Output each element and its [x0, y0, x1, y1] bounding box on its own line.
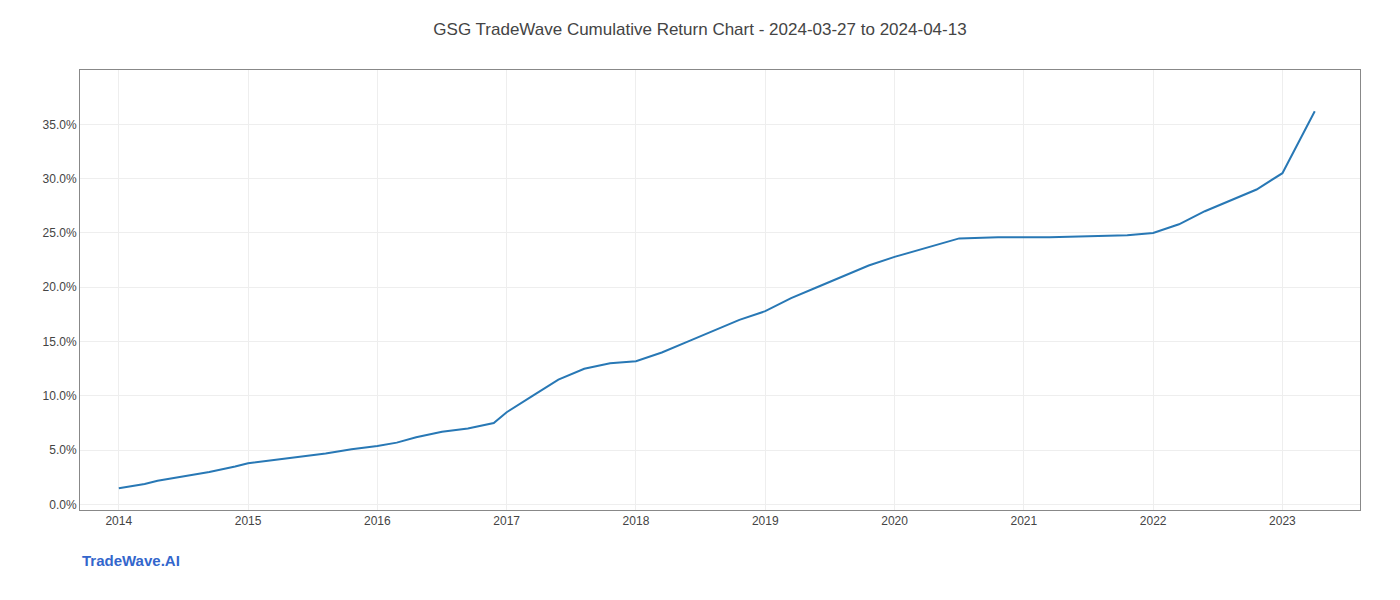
svg-text:5.0%: 5.0%	[49, 443, 77, 457]
svg-text:2017: 2017	[493, 514, 520, 528]
svg-text:2020: 2020	[881, 514, 908, 528]
svg-text:GSG TradeWave Cumulative Retur: GSG TradeWave Cumulative Return Chart - …	[433, 20, 966, 39]
svg-text:35.0%: 35.0%	[43, 118, 77, 132]
svg-text:2019: 2019	[752, 514, 779, 528]
svg-text:25.0%: 25.0%	[43, 226, 77, 240]
svg-text:10.0%: 10.0%	[43, 389, 77, 403]
svg-text:30.0%: 30.0%	[43, 172, 77, 186]
svg-text:15.0%: 15.0%	[43, 335, 77, 349]
svg-text:20.0%: 20.0%	[43, 280, 77, 294]
svg-text:2022: 2022	[1140, 514, 1167, 528]
svg-text:2023: 2023	[1269, 514, 1296, 528]
svg-text:2014: 2014	[105, 514, 132, 528]
svg-text:0.0%: 0.0%	[49, 498, 77, 512]
svg-text:2015: 2015	[235, 514, 262, 528]
svg-text:2021: 2021	[1010, 514, 1037, 528]
svg-text:2016: 2016	[364, 514, 391, 528]
svg-text:TradeWave.AI: TradeWave.AI	[82, 552, 180, 569]
svg-text:2018: 2018	[623, 514, 650, 528]
